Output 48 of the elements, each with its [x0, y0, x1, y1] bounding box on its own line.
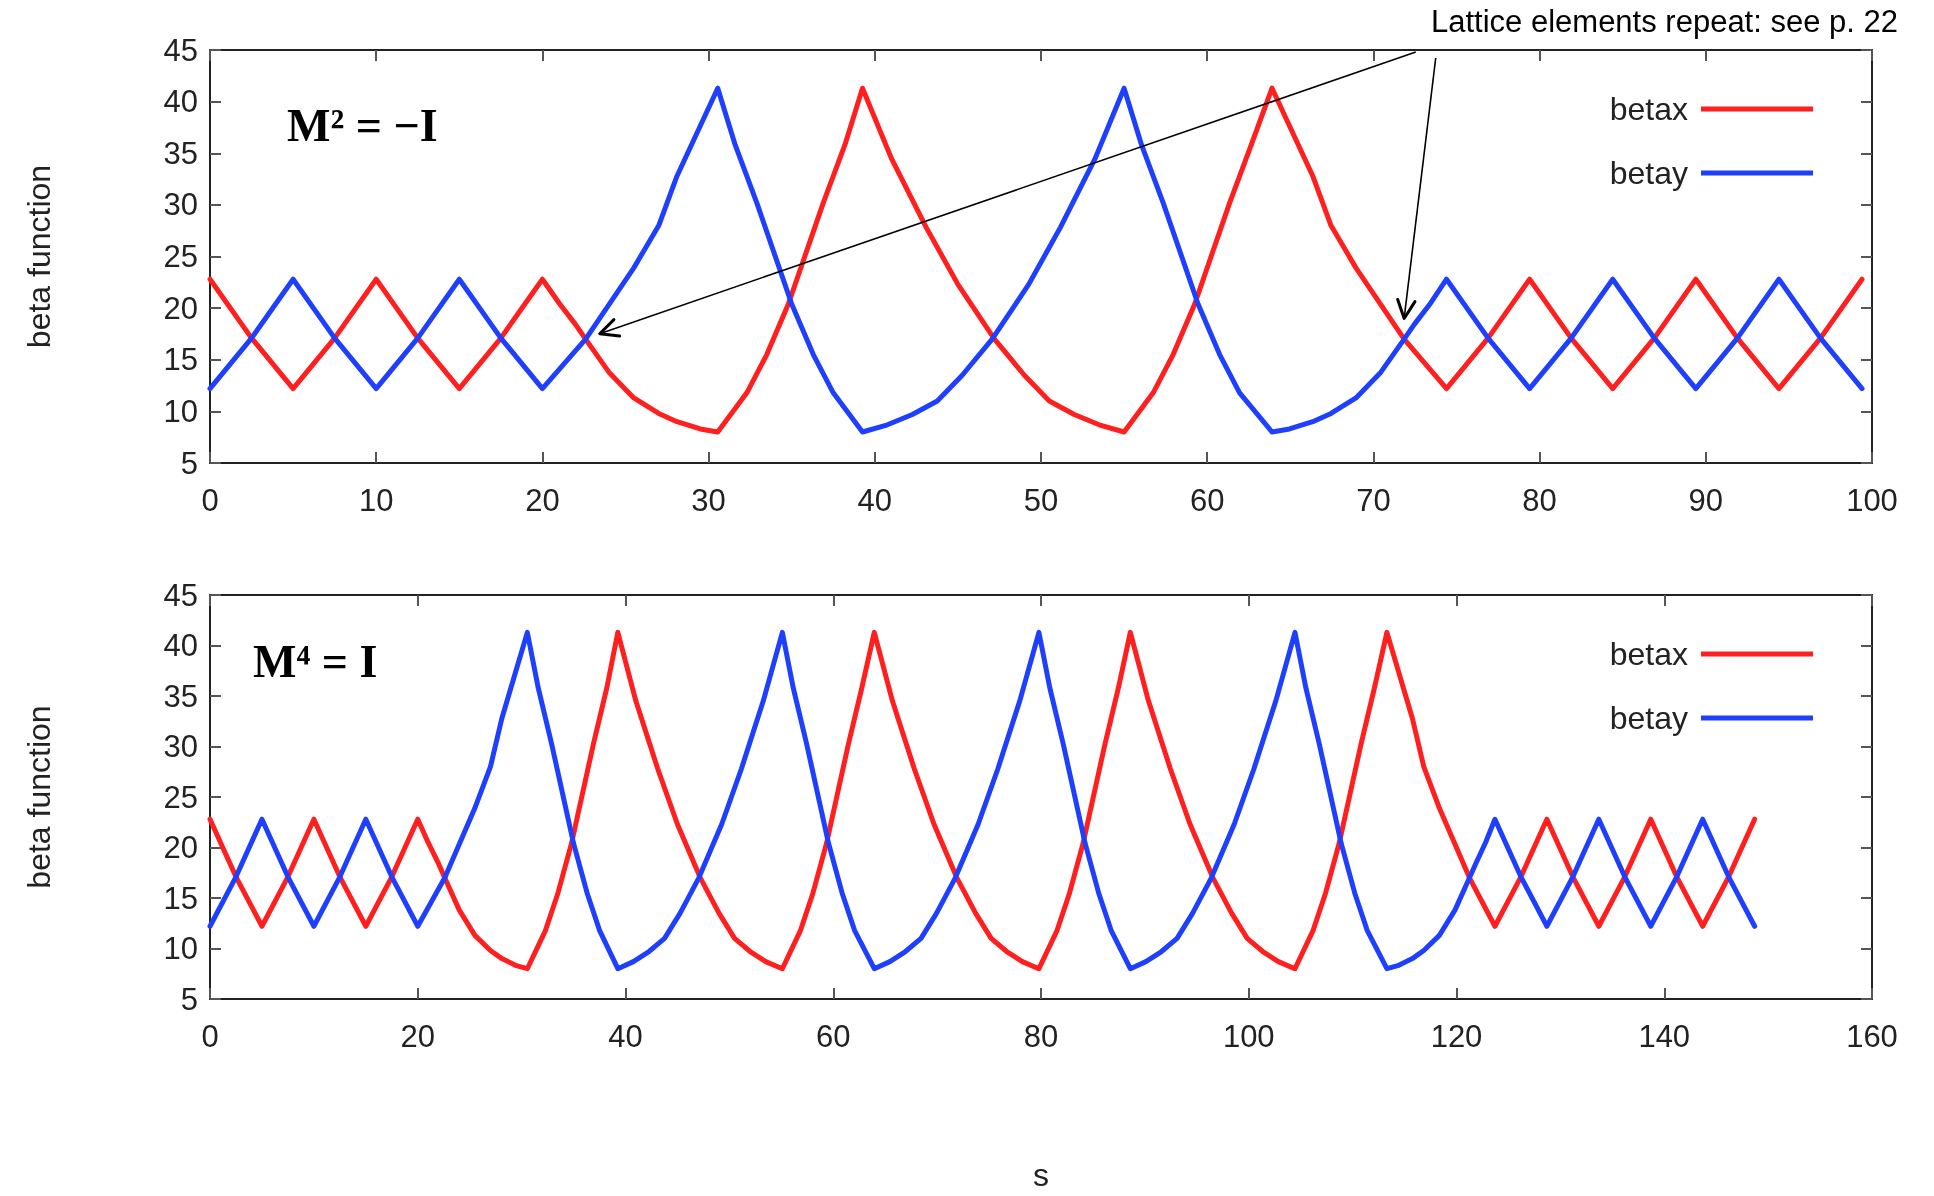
legend-label: betay [1609, 155, 1688, 191]
text: Lattice elements repeat: see p. 22 [1430, 4, 1898, 39]
y-tick-label: 45 [163, 577, 198, 613]
x-tick-label: 70 [1356, 483, 1391, 518]
annotation: M² = −I [287, 99, 438, 151]
x-tick-label: 0 [201, 483, 219, 518]
x-tick-label: 100 [1846, 483, 1898, 518]
y-tick-label: 35 [163, 678, 198, 714]
x-tick-label: 80 [1522, 483, 1557, 518]
x-tick-label: 80 [1023, 1019, 1059, 1054]
y-tick-label: 5 [180, 445, 198, 481]
legend-label: betay [1609, 700, 1688, 736]
y-tick-label: 40 [163, 628, 198, 663]
x-tick-label: 60 [816, 1019, 851, 1054]
x-tick-label: 40 [857, 483, 893, 518]
y-tick-label: 15 [163, 880, 198, 916]
x-tick-label: 60 [1189, 483, 1225, 518]
x-tick-label: 30 [691, 483, 726, 518]
y-tick-label: 45 [163, 32, 198, 68]
y-tick-label: 25 [163, 239, 198, 274]
x-tick-label: 50 [1023, 483, 1059, 518]
x-tick-label: 20 [525, 483, 560, 518]
legend-label: betax [1609, 91, 1688, 127]
x-tick-label: 100 [1222, 1019, 1275, 1054]
x-tick-label: 140 [1638, 1019, 1691, 1054]
y-tick-label: 30 [163, 729, 198, 764]
x-tick-label: 160 [1846, 1019, 1898, 1054]
y-tick-label: 25 [163, 779, 198, 815]
x-tick-label: 120 [1430, 1019, 1483, 1054]
y-tick-label: 10 [163, 931, 198, 966]
x-tick-label: 10 [358, 483, 394, 518]
x-tick-label: 90 [1688, 483, 1724, 518]
x-tick-label: 0 [201, 1019, 219, 1054]
y-axis-title: beta function [21, 705, 57, 889]
y-tick-label: 20 [163, 290, 198, 326]
y-tick-label: 35 [163, 135, 198, 171]
y-tick-label: 30 [163, 187, 198, 223]
y-tick-label: 40 [163, 84, 198, 120]
y-tick-label: 5 [180, 981, 198, 1017]
x-axis-title: s [1033, 1157, 1049, 1193]
annotation: M⁴ = I [253, 635, 378, 687]
x-tick-label: 40 [608, 1019, 643, 1054]
x-tick-label: 20 [400, 1019, 435, 1054]
legend-label: betax [1609, 636, 1688, 672]
y-tick-label: 10 [163, 393, 198, 429]
y-axis-title: beta function [21, 164, 57, 349]
y-tick-label: 20 [163, 830, 198, 865]
y-tick-label: 15 [163, 342, 198, 378]
